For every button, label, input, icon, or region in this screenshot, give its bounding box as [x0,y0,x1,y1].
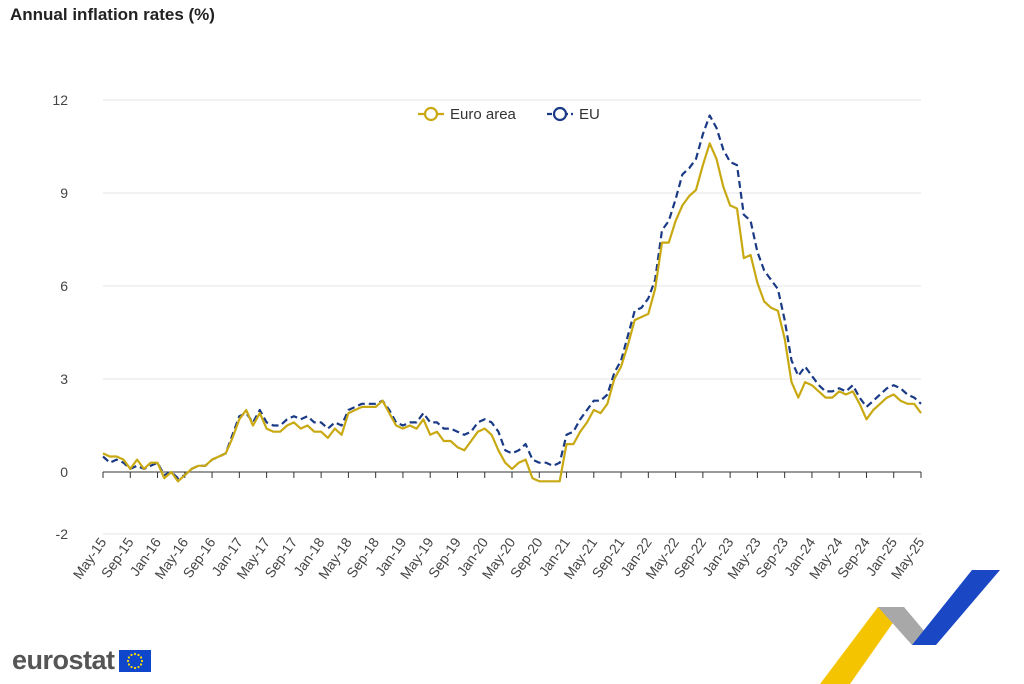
y-axis-ticks: -2 0 3 6 9 12 [52,92,68,542]
eurostat-ribbon-logo [820,570,1000,684]
flag-star [136,653,140,656]
flag-star [139,655,142,659]
chart-title: Annual inflation rates (%) [10,5,215,24]
series-lines [102,114,922,483]
flag-star [140,659,143,662]
x-axis [102,471,922,478]
series-line-eu[interactable] [102,114,922,480]
eurostat-logo: eurostat [12,645,151,676]
x-axis-ticks: May-15Sep-15Jan-16May-16Sep-16Jan-17May-… [70,534,928,582]
flag-star [133,666,136,669]
legend-label: EU [579,106,600,123]
flag-star [139,662,142,666]
flag-star [136,665,140,668]
ribbon-yellow-shape [820,607,904,684]
flag-star [127,662,130,666]
eu-flag-icon [118,649,151,672]
ribbon-blue-shape [912,570,1000,645]
y-tick-label: 9 [60,185,68,201]
legend-circle-marker [552,106,568,122]
y-tick-label: 3 [60,371,68,387]
flag-star [133,652,136,655]
legend-circle-marker [423,106,439,122]
eurostat-wordmark: eurostat [12,645,115,675]
flag-star [127,655,130,659]
flag-star [129,665,133,668]
flag-star [129,653,133,656]
legend-label: Euro area [450,106,517,123]
legend[interactable]: Euro area EU [418,106,600,123]
series-line-euro-area[interactable] [102,142,922,483]
y-tick-label: 12 [52,92,68,108]
y-tick-label: 6 [60,278,68,294]
legend-item-eu[interactable]: EU [547,106,600,123]
grid-lines [103,99,921,535]
flag-star [126,659,129,662]
y-tick-label: -2 [56,526,69,542]
y-tick-label: 0 [60,464,68,480]
legend-item-euro-area[interactable]: Euro area [418,106,517,123]
